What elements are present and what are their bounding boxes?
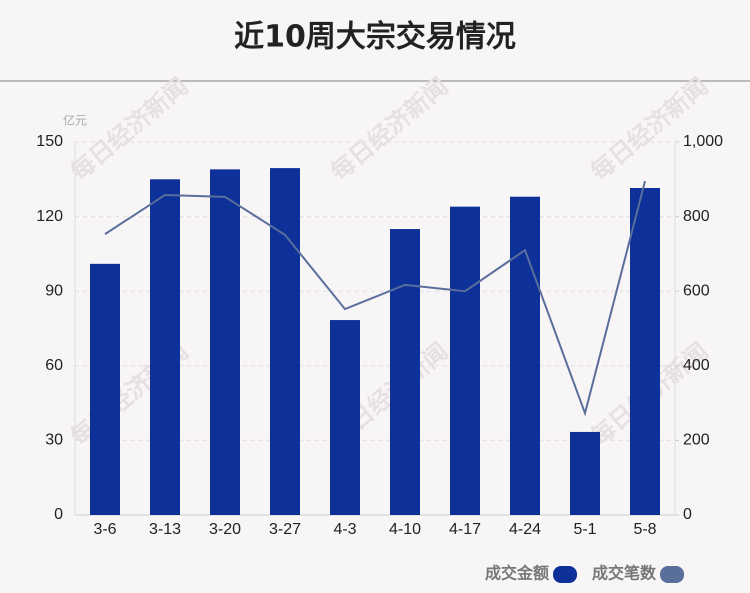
bar <box>270 168 300 516</box>
x-tick-label: 3-20 <box>209 521 241 538</box>
y-tick-label: 150 <box>36 133 63 150</box>
x-tick-label: 4-24 <box>509 521 541 538</box>
x-tick-label: 3-6 <box>93 521 116 538</box>
y-tick-label: 120 <box>36 208 63 225</box>
y2-tick-label: 800 <box>683 208 710 225</box>
legend-swatch <box>553 566 578 583</box>
legend-label: 成交金额 <box>485 564 549 583</box>
watermark: 每日经济新闻 <box>65 72 193 186</box>
bar <box>390 229 420 516</box>
x-tick-label: 3-27 <box>269 521 301 538</box>
x-tick-label: 5-1 <box>573 521 596 538</box>
y2-tick-label: 1,000 <box>683 133 723 150</box>
x-tick-label: 3-13 <box>149 521 181 538</box>
bar <box>90 263 120 515</box>
y-tick-label: 30 <box>45 432 63 449</box>
watermark: 每日经济新闻 <box>325 72 453 186</box>
y-tick-label: 90 <box>45 282 63 299</box>
x-tick-label: 4-3 <box>333 521 356 538</box>
bar <box>450 206 480 516</box>
bar <box>570 431 600 515</box>
x-tick-label: 4-17 <box>449 521 481 538</box>
x-tick-label: 5-8 <box>633 521 656 538</box>
bar <box>150 179 180 516</box>
legend-label: 成交笔数 <box>592 564 657 583</box>
y2-tick-label: 0 <box>683 506 692 523</box>
y2-tick-label: 600 <box>683 282 710 299</box>
y-tick-label: 60 <box>45 357 63 374</box>
watermark: 每日经济新闻 <box>585 72 713 186</box>
chart-title: 近10周大宗交易情况 <box>234 20 516 55</box>
line <box>104 180 646 417</box>
bar <box>510 196 540 515</box>
bar <box>630 188 660 515</box>
y-unit: 亿元 <box>63 113 87 128</box>
bar <box>330 320 360 515</box>
y-tick-label: 0 <box>54 506 63 523</box>
legend-swatch <box>660 566 685 583</box>
y2-tick-label: 200 <box>683 432 710 449</box>
y2-tick-label: 400 <box>683 357 710 374</box>
x-tick-label: 4-10 <box>389 521 421 538</box>
bar <box>210 169 240 515</box>
